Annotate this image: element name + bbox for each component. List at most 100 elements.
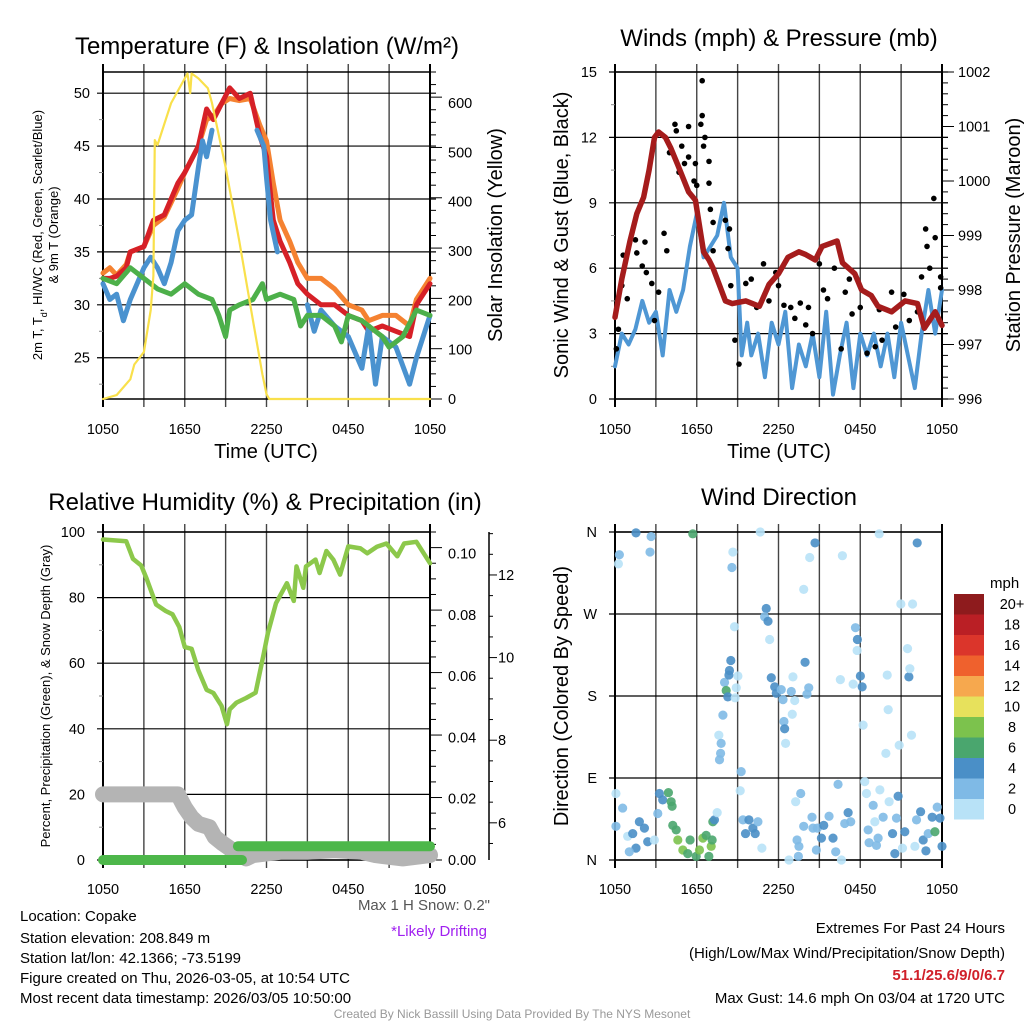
gust-point xyxy=(702,134,708,141)
gust-point xyxy=(672,121,678,128)
wind-direction-point xyxy=(868,800,878,810)
wind-direction-point xyxy=(881,748,891,759)
wind-direction-point xyxy=(835,675,845,685)
wind-direction-point xyxy=(707,835,717,845)
gust-point xyxy=(632,237,639,243)
wind-direction-point xyxy=(906,730,917,740)
wind-direction-point xyxy=(861,788,872,799)
series-line-solar-insolation xyxy=(101,72,432,401)
y-ticks-label: 60 xyxy=(69,656,85,672)
elevation-text: Station elevation: 208.849 m xyxy=(20,930,210,947)
y2-ticks-label: 600 xyxy=(448,96,472,112)
y2-ticks-label: 300 xyxy=(448,244,472,260)
gust-point xyxy=(725,245,731,252)
gust-point xyxy=(937,285,944,291)
wind-direction-point xyxy=(921,846,931,856)
gust-point xyxy=(642,239,648,245)
colorbar-swatch xyxy=(954,676,984,697)
wind-direction-point xyxy=(712,808,722,818)
gust-point xyxy=(932,234,938,241)
wind-direction-point xyxy=(810,538,820,548)
wind-direction-point xyxy=(900,827,910,837)
x-tick-label: 1050 xyxy=(926,882,958,898)
wind-direction-point xyxy=(911,815,922,825)
series-line-hi-wc xyxy=(100,127,215,324)
gust-point xyxy=(824,295,831,302)
wind-direction-point xyxy=(794,841,804,851)
pressure-line xyxy=(612,129,945,331)
pressure-ylabel: Station Pressure (Maroon) xyxy=(1003,118,1024,353)
wind-direction-point xyxy=(802,689,812,699)
temperature-insolation-chart: Temperature (F) & Insolation (W/m²) 2m T… xyxy=(30,33,507,463)
gust-point xyxy=(792,315,798,322)
colorbar-label: 8 xyxy=(1008,720,1016,736)
wind-direction-point xyxy=(726,655,736,666)
colorbar-label: 20+ xyxy=(1000,597,1024,613)
wind-direction-point xyxy=(688,529,698,539)
wind-direction-point xyxy=(683,849,693,859)
gust-point xyxy=(663,247,670,254)
wind-direction-chart: Wind Direction Direction (Colored By Spe… xyxy=(551,484,1024,898)
wind-direction-point xyxy=(837,551,848,561)
gust-point xyxy=(926,265,933,272)
winds-chart-title: Winds (mph) & Pressure (mb) xyxy=(620,25,937,52)
y2-ticks-label: 1000 xyxy=(958,174,990,190)
gust-point xyxy=(643,269,650,276)
wind-direction-point xyxy=(824,811,834,821)
wind-direction-point xyxy=(645,547,655,557)
gust-point xyxy=(797,300,804,306)
wind-direction-point xyxy=(613,559,624,569)
colorbar-label: 2 xyxy=(1008,782,1016,798)
colorbar-label: 0 xyxy=(1008,802,1016,818)
x-tick-label: 2250 xyxy=(250,882,282,898)
wind-direction-point xyxy=(918,835,928,845)
gust-point xyxy=(831,265,838,272)
y2-ticks-label: 996 xyxy=(958,392,982,408)
gust-point xyxy=(781,302,787,309)
y2-ticks-label: 998 xyxy=(958,283,982,299)
wind-direction-point xyxy=(729,622,740,632)
wind-direction-point xyxy=(799,821,809,831)
wind-direction-point xyxy=(894,740,904,750)
gust-point xyxy=(726,226,733,232)
gust-point xyxy=(743,280,749,287)
gust-point xyxy=(766,298,772,304)
x-tick-label: 1050 xyxy=(414,422,446,438)
temperature-ylabel-line2: & 9m T (Orange) xyxy=(46,186,61,283)
colorbar-swatch xyxy=(954,635,984,656)
wind-direction-point xyxy=(793,851,803,861)
wind-direction-point xyxy=(932,802,942,812)
wind-direction-point xyxy=(750,828,760,839)
gust-point xyxy=(872,343,879,350)
wind-direction-point xyxy=(624,847,634,857)
gust-point xyxy=(699,112,705,119)
wind-direction-point xyxy=(730,693,740,703)
wind-direction-point xyxy=(878,812,888,822)
gust-point xyxy=(906,317,913,324)
wind-direction-point xyxy=(649,835,659,845)
x-tick-label: 2250 xyxy=(762,882,794,898)
gust-point xyxy=(624,295,631,302)
y2-ticks-label: 0 xyxy=(448,392,456,408)
y2-ticks-label: 0.10 xyxy=(448,546,476,562)
gust-point xyxy=(922,226,929,232)
wind-direction-point xyxy=(776,685,786,695)
series-line-hi-wc xyxy=(254,127,280,255)
wind-direction-point xyxy=(890,849,900,859)
gust-point xyxy=(615,326,622,333)
gust-point xyxy=(728,282,734,289)
wind-direction-point xyxy=(790,695,800,706)
likely-drifting-note: *Likely Drifting xyxy=(391,923,487,940)
extremes-title: Extremes For Past 24 Hours xyxy=(816,920,1005,937)
gust-point xyxy=(748,276,755,282)
wind-direction-point xyxy=(905,664,915,674)
wind-direction-point xyxy=(740,828,751,839)
y-ticks-label: 15 xyxy=(581,65,597,81)
wind-direction-point xyxy=(788,672,798,682)
wind-direction-point xyxy=(884,797,894,807)
wind-direction-point xyxy=(930,827,940,837)
colorbar-label: 6 xyxy=(1008,741,1016,757)
gust-point xyxy=(924,243,930,250)
gust-point xyxy=(775,282,782,289)
ylabel-part: 2m T, T xyxy=(30,317,45,360)
